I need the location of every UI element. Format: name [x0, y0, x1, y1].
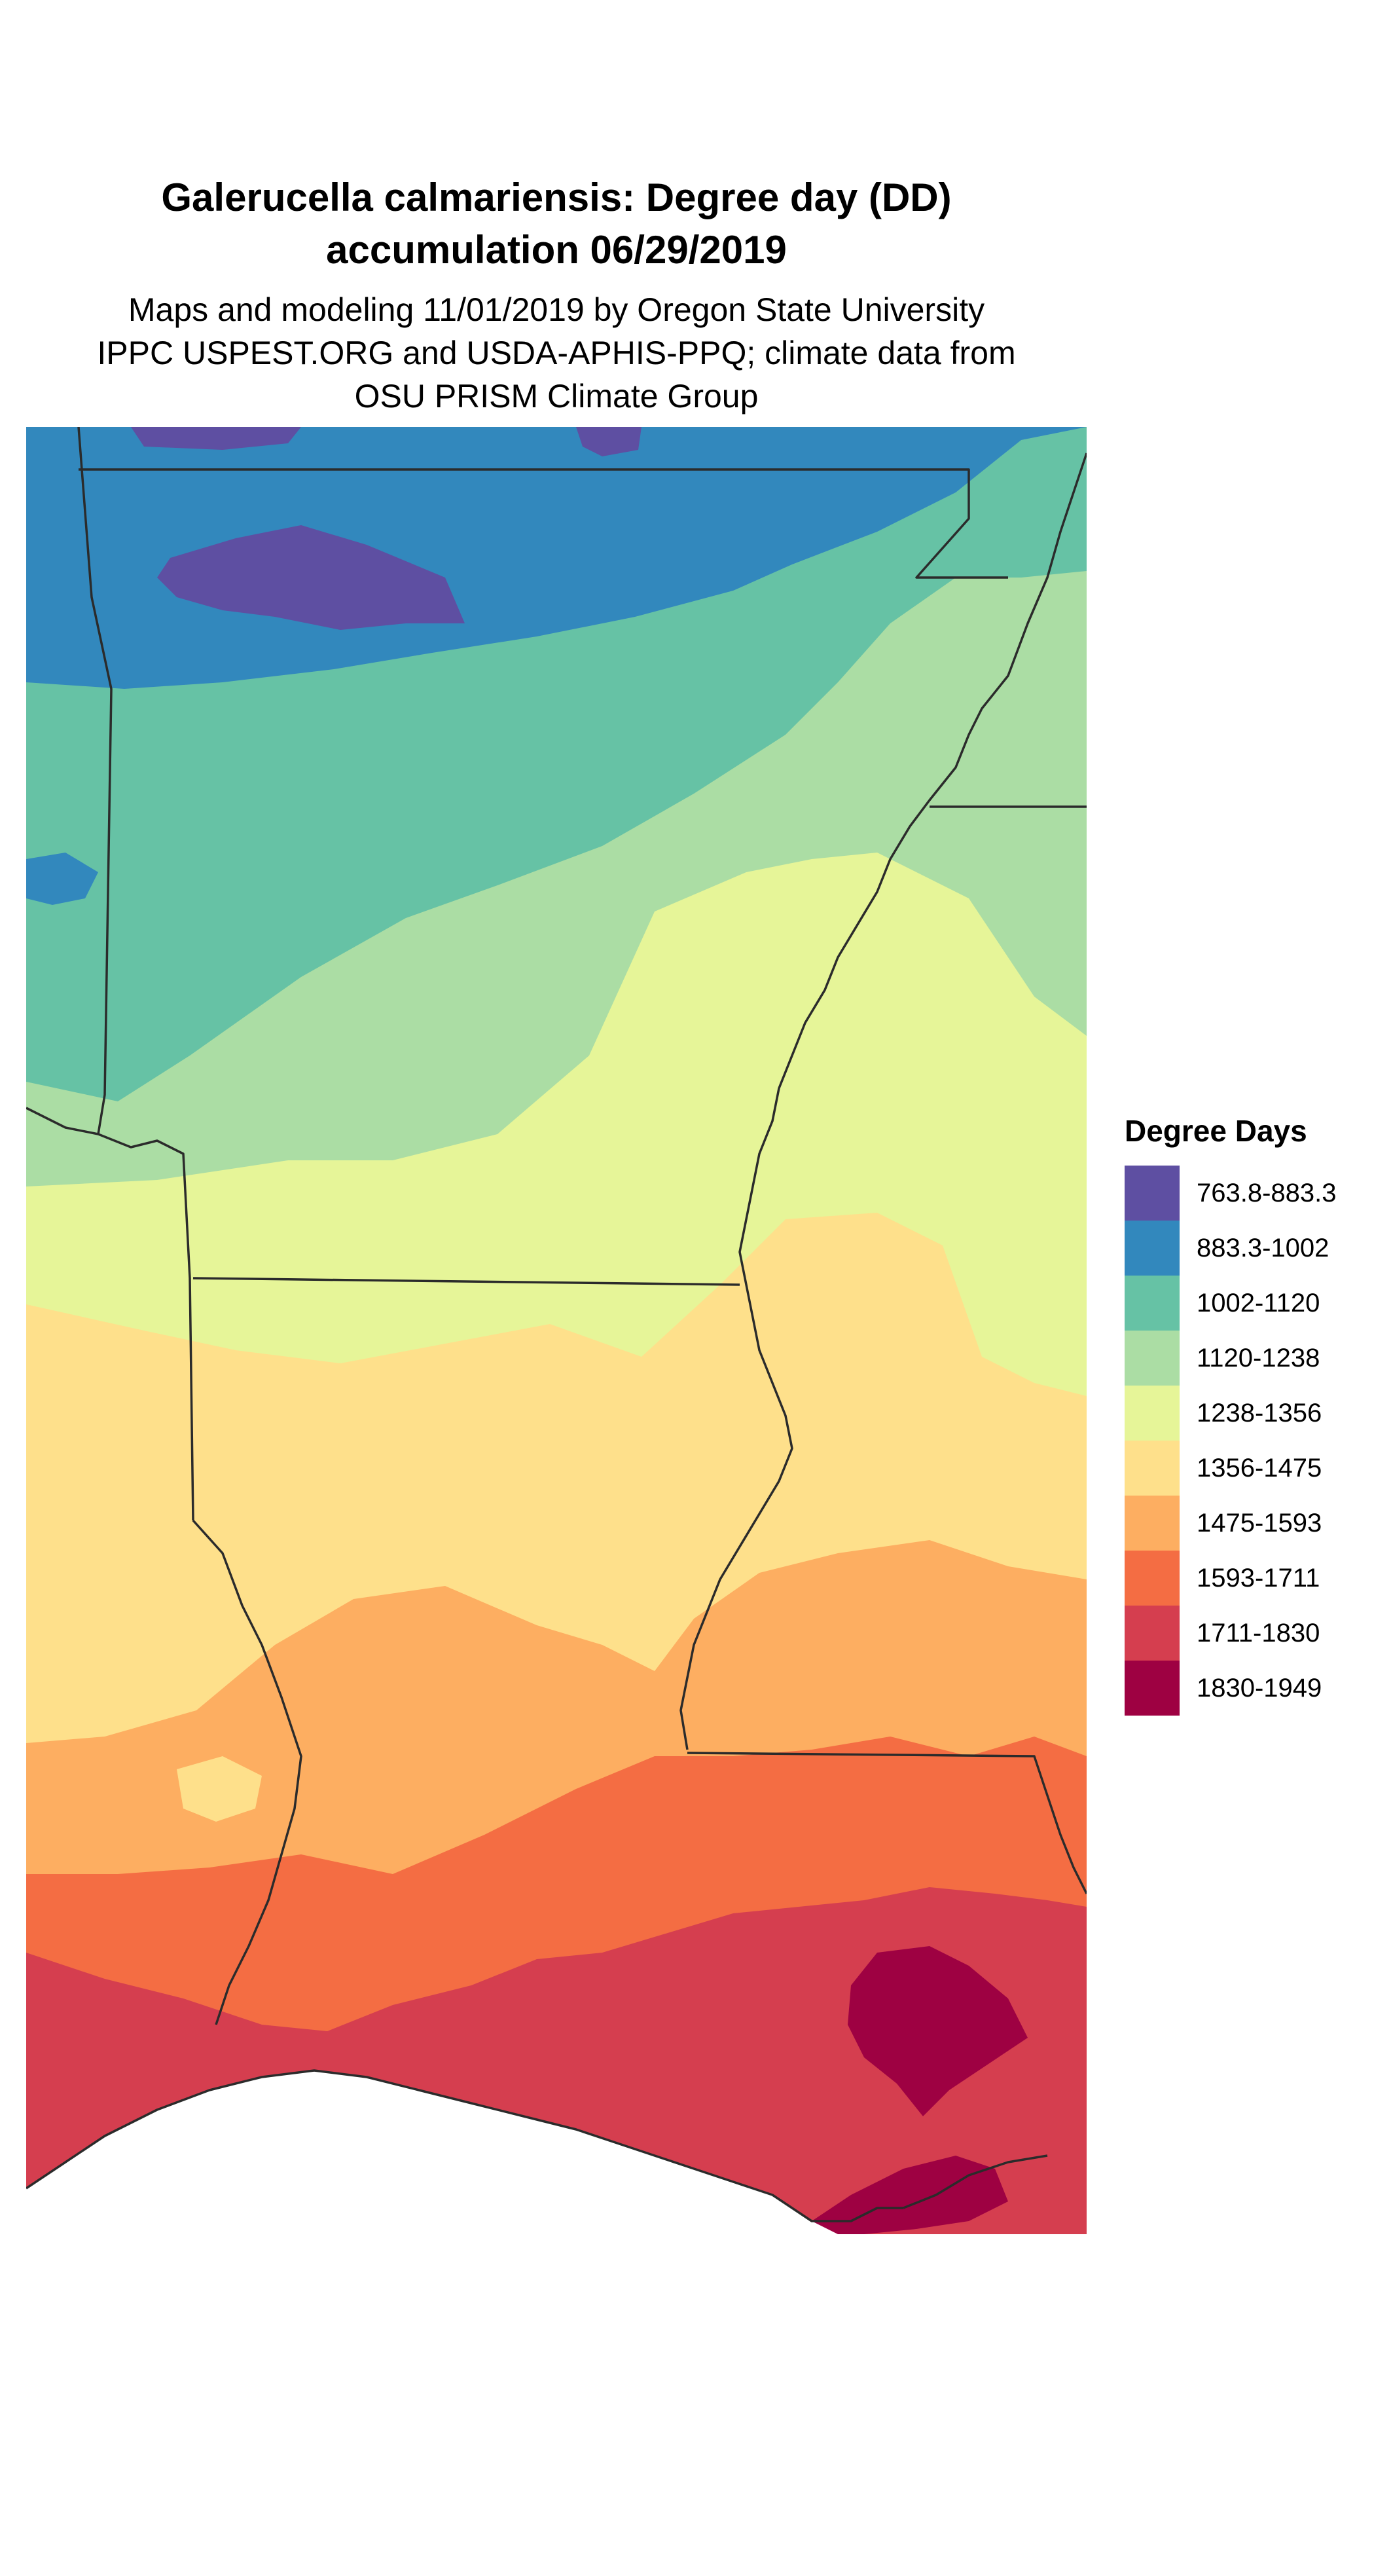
legend-label: 763.8-883.3: [1197, 1178, 1337, 1207]
degree-day-map: [26, 427, 1087, 2234]
legend-swatch: [1125, 1276, 1180, 1331]
map-subtitle: Maps and modeling 11/01/2019 by Oregon S…: [0, 288, 1113, 418]
legend-item: 883.3-1002: [1125, 1221, 1337, 1276]
legend-label: 1002-1120: [1197, 1288, 1320, 1317]
legend-swatch: [1125, 1441, 1180, 1496]
legend-swatch: [1125, 1496, 1180, 1551]
subtitle-line-1: Maps and modeling 11/01/2019 by Oregon S…: [128, 291, 985, 328]
title-line-1: Galerucella calmariensis: Degree day (DD…: [161, 175, 952, 219]
legend-item: 1120-1238: [1125, 1331, 1337, 1386]
gulf-of-mexico: [26, 2070, 838, 2234]
state-boundaries: [26, 427, 1087, 2209]
legend-label: 1475-1593: [1197, 1508, 1322, 1537]
legend-label: 1238-1356: [1197, 1398, 1322, 1427]
legend-item: 1711-1830: [1125, 1606, 1337, 1661]
legend-swatch: [1125, 1331, 1180, 1386]
legend-label: 1830-1949: [1197, 1673, 1322, 1702]
legend-item: 1475-1593: [1125, 1496, 1337, 1551]
title-line-2: accumulation 06/29/2019: [326, 228, 787, 272]
legend-swatch: [1125, 1606, 1180, 1661]
zone-763-883: [131, 427, 642, 630]
coastline: [26, 2069, 903, 2222]
legend-label: 1120-1238: [1197, 1343, 1320, 1372]
legend-item: 763.8-883.3: [1125, 1166, 1337, 1221]
legend-item: 1356-1475: [1125, 1441, 1337, 1496]
legend-item: 1002-1120: [1125, 1276, 1337, 1331]
legend-swatch: [1125, 1166, 1180, 1221]
legend-swatch: [1125, 1386, 1180, 1441]
zone-1830-1949: [812, 1946, 1028, 2234]
legend-swatch: [1125, 1221, 1180, 1276]
legend-item: 1593-1711: [1125, 1551, 1337, 1606]
legend-items: 763.8-883.3 883.3-1002 1002-1120 1120-12…: [1125, 1166, 1337, 1716]
legend: Degree Days 763.8-883.3 883.3-1002 1002-…: [1125, 1113, 1337, 1716]
zone-cool-patch: [26, 853, 98, 905]
legend-swatch: [1125, 1551, 1180, 1606]
zone-warm-pocket: [177, 1756, 262, 1822]
legend-label: 1593-1711: [1197, 1563, 1320, 1592]
legend-item: 1830-1949: [1125, 1661, 1337, 1716]
subtitle-line-2: IPPC USPEST.ORG and USDA-APHIS-PPQ; clim…: [97, 335, 1016, 371]
legend-title: Degree Days: [1125, 1114, 1307, 1148]
legend-label: 1356-1475: [1197, 1453, 1322, 1482]
map-title: Galerucella calmariensis: Degree day (DD…: [0, 172, 1113, 276]
legend-item: 1238-1356: [1125, 1386, 1337, 1441]
legend-label: 1711-1830: [1197, 1618, 1320, 1647]
legend-label: 883.3-1002: [1197, 1233, 1329, 1262]
subtitle-line-3: OSU PRISM Climate Group: [354, 378, 759, 414]
legend-swatch: [1125, 1661, 1180, 1716]
